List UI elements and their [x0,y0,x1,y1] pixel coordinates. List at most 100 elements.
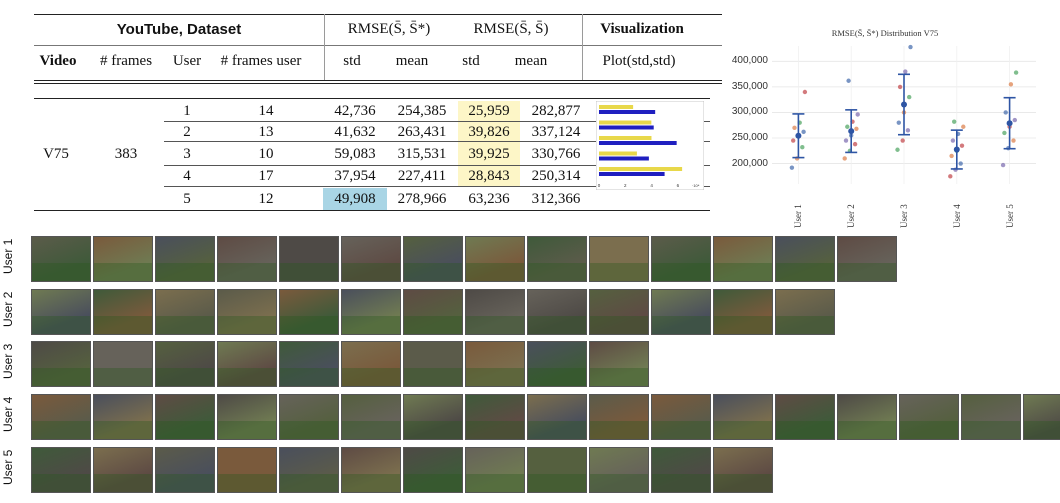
std2-column-header: std [462,53,480,69]
scatter-point [855,112,860,117]
std2-cell: 39,826 [468,124,510,140]
scatter-point [961,124,966,129]
user-cell: 2 [183,124,191,140]
scatter-point [1013,70,1019,75]
rmse-group-header: RMSE(S̄, S̄) [473,21,549,37]
std1-cell: 41,632 [334,124,376,140]
video-frame-thumbnail [341,394,401,440]
video-frame-thumbnail [279,289,339,335]
highlight-user5-std1 [323,188,387,210]
filmstrip-label: User 1 [1,238,15,274]
ytick-label: 200,000 [731,157,768,169]
std1-cell: 42,736 [334,103,376,119]
xtick-label: User 1 [793,204,804,228]
scatter-point [846,78,851,83]
frames-user-column-header: # frames user [220,53,302,69]
video-frame-thumbnail [651,236,711,282]
scatter-point [949,153,954,159]
video-frame-thumbnail [527,341,587,387]
mini-bar [599,105,634,109]
video-frame-thumbnail [217,236,277,282]
video-frame-thumbnail [217,394,277,440]
mini-bar [599,167,683,171]
video-frame-thumbnail [527,236,587,282]
mean-point [848,128,855,135]
video-frame-thumbnail [589,447,649,493]
video-frame-thumbnail [93,447,153,493]
video-frame-thumbnail [589,236,649,282]
mini-plot-frame [596,101,704,190]
std2-cell: 25,959 [468,103,510,119]
frames-column-header: # frames [99,53,153,69]
video-frame-thumbnail [217,289,277,335]
scatter-point [1012,117,1017,123]
video-frame-thumbnail [93,236,153,282]
user-cell: 5 [183,191,191,207]
filmstrip-label: User 3 [1,343,15,379]
mean-point [1006,120,1013,127]
video-frame-thumbnail [31,447,91,493]
video-frame-thumbnail [465,447,525,493]
frames-user-cell: 13 [258,124,274,140]
mean1-cell: 315,531 [397,146,447,162]
ytick-label: 300,000 [731,106,768,118]
video-frame-thumbnail [651,394,711,440]
video-frame-thumbnail [403,341,463,387]
user-cell: 1 [183,103,191,119]
video-frame-thumbnail [465,236,525,282]
mini-bar [599,151,637,156]
mean2-cell: 250,314 [531,168,581,184]
rmse-star-group-header: RMSE(S̄, S̄*) [347,21,431,37]
video-frame-thumbnail [403,289,463,335]
mini-bar [599,141,677,145]
video-frame-thumbnail [403,394,463,440]
mean1-cell: 263,431 [397,124,447,140]
scatter-svg [772,44,1036,184]
highlight-std2-column [458,101,520,187]
mini-xtick-label: 2 [624,183,627,188]
mean2-cell: 330,766 [531,146,581,162]
dataset-group-header: YouTube, Dataset [116,21,242,38]
scatter-point [1011,138,1016,143]
video-frame-thumbnail [155,341,215,387]
scatter-point [802,89,808,95]
mini-bar [599,110,656,114]
frames-user-cell: 17 [258,168,274,184]
mean1-column-header: mean [395,53,429,69]
visualization-group-header: Visualization [600,21,684,37]
video-frame-thumbnail [217,447,277,493]
scatter-point [948,174,953,179]
scatter-point [1008,82,1014,87]
mini-xtick-label: 6 [677,183,680,188]
video-frame-thumbnail [713,394,773,440]
video-frame-thumbnail [155,289,215,335]
video-frame-thumbnail [713,447,773,493]
video-frame-thumbnail [651,289,711,335]
frames-user-cell: 12 [258,191,274,207]
mean-point [795,132,802,139]
frames-cell: 383 [114,146,138,162]
video-frame-thumbnail [899,394,959,440]
video-frame-thumbnail [403,447,463,493]
mean2-cell: 282,877 [531,103,581,119]
video-frame-thumbnail [341,289,401,335]
video-frame-thumbnail [341,447,401,493]
filmstrip [31,289,837,335]
video-cell: V75 [43,146,69,162]
xtick-label: User 2 [846,204,857,228]
scatter-point [800,145,805,150]
ytick-label: 250,000 [731,132,768,143]
video-frame-thumbnail [279,394,339,440]
filmstrip-label: User 5 [1,449,15,485]
video-frame-thumbnail [93,289,153,335]
scatter-point [843,138,849,143]
video-frame-thumbnail [527,394,587,440]
scatter-point [789,165,795,170]
video-frame-thumbnail [403,236,463,282]
ytick-label: 400,000 [731,55,768,67]
scatter-point [1002,130,1007,136]
scatter-point [907,94,912,100]
video-frame-thumbnail [279,447,339,493]
scatter-point [895,147,900,152]
scatter-point [1003,110,1008,115]
